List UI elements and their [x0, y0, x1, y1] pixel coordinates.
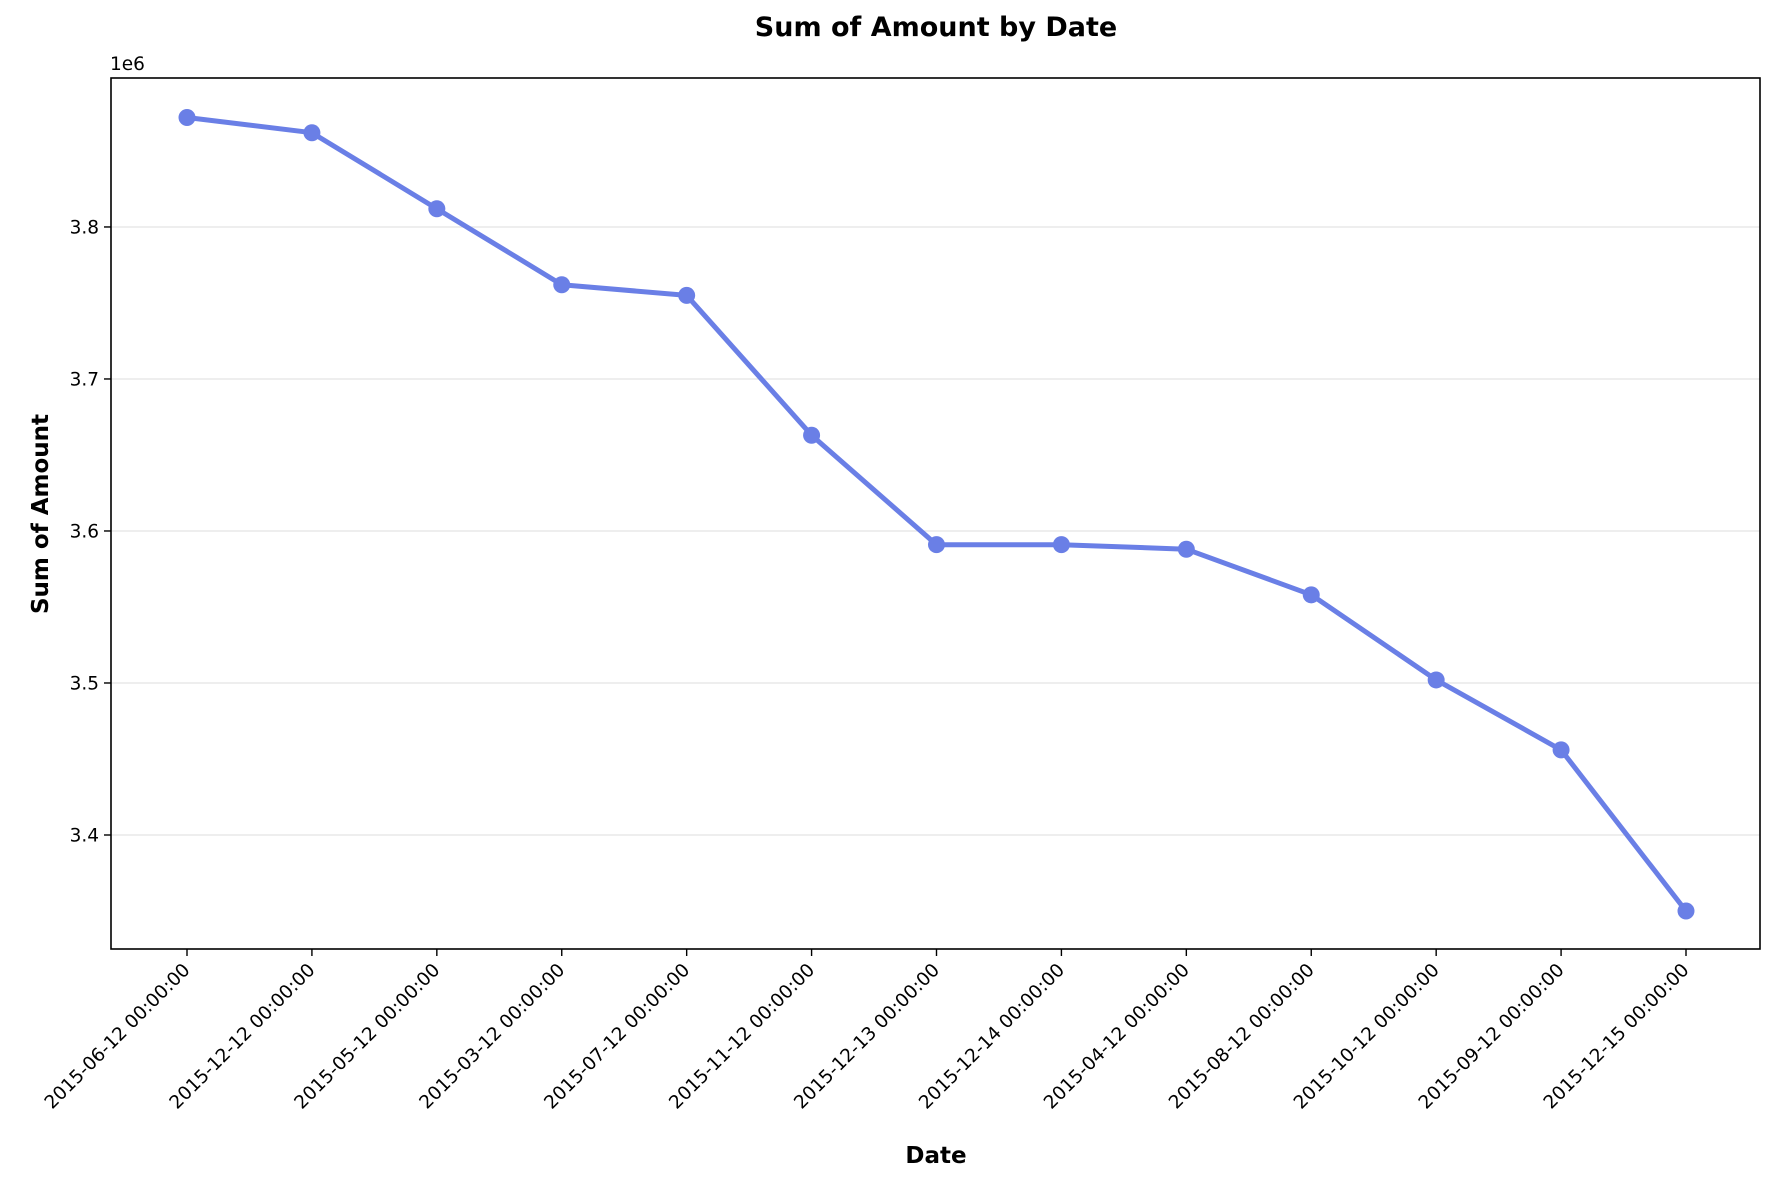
- data-point: [428, 200, 446, 218]
- y-tick-label: 3.4: [70, 825, 99, 846]
- data-point: [1177, 540, 1195, 558]
- data-point: [803, 426, 821, 444]
- y-tick-label: 3.8: [70, 217, 99, 238]
- x-tick-label: 2015-12-14 00:00:00: [915, 960, 1069, 1114]
- x-tick-label: 2015-11-12 00:00:00: [665, 960, 819, 1114]
- data-point: [303, 124, 321, 142]
- x-tick-label: 2015-07-12 00:00:00: [540, 960, 694, 1114]
- x-axis-label: Date: [905, 1143, 966, 1169]
- x-tick-label: 2015-08-12 00:00:00: [1165, 960, 1319, 1114]
- data-point: [928, 536, 945, 554]
- data-point: [178, 109, 196, 127]
- plot-frame: [110, 77, 1761, 950]
- data-point: [1302, 586, 1320, 604]
- y-offset-label: 1e6: [110, 54, 145, 75]
- grid-lines: [111, 226, 1760, 836]
- y-axis-label: Sum of Amount: [28, 414, 54, 614]
- x-tick-label: 2015-12-12 00:00:00: [166, 960, 320, 1114]
- data-points: [178, 109, 1695, 920]
- x-tick-label: 2015-09-12 00:00:00: [1415, 960, 1569, 1114]
- y-axis-ticks: 3.4 3.5 3.6 3.7 3.8: [70, 217, 111, 846]
- y-tick-label: 3.6: [70, 521, 99, 542]
- data-point: [1677, 902, 1695, 920]
- data-point: [1427, 671, 1445, 689]
- x-tick-label: 2015-03-12 00:00:00: [416, 960, 570, 1114]
- series-polyline: [184, 115, 1689, 914]
- x-tick-label: 2015-05-12 00:00:00: [291, 960, 445, 1114]
- x-tick-label: 2015-12-13 00:00:00: [790, 960, 944, 1114]
- data-point: [1552, 741, 1570, 759]
- data-point: [553, 276, 571, 294]
- x-tick-label: 2015-12-15 00:00:00: [1540, 960, 1694, 1114]
- x-tick-label: 2015-10-12 00:00:00: [1290, 960, 1444, 1114]
- x-tick-label: 2015-06-12 00:00:00: [41, 960, 195, 1114]
- data-point: [1052, 536, 1070, 554]
- x-tick-label: 2015-04-12 00:00:00: [1040, 960, 1194, 1114]
- y-tick-label: 3.7: [70, 369, 99, 390]
- data-point: [678, 286, 696, 304]
- y-tick-label: 3.5: [70, 673, 99, 694]
- series-line: [184, 115, 1689, 914]
- chart-title: Sum of Amount by Date: [755, 12, 1117, 43]
